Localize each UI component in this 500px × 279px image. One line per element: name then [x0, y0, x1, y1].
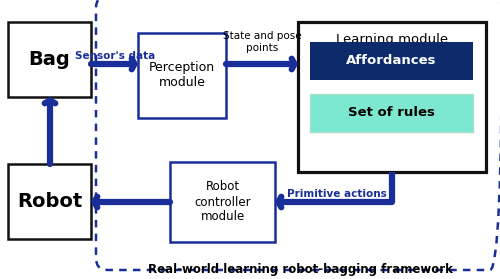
- Text: Sensor's data: Sensor's data: [75, 51, 155, 61]
- FancyBboxPatch shape: [138, 33, 226, 118]
- Text: Set of rules: Set of rules: [348, 107, 435, 119]
- FancyBboxPatch shape: [170, 162, 275, 242]
- FancyBboxPatch shape: [310, 94, 473, 132]
- Text: Affordances: Affordances: [346, 54, 437, 68]
- Text: Robot
controller
module: Robot controller module: [194, 181, 251, 223]
- Text: State and pose
points: State and pose points: [222, 31, 302, 53]
- Text: Perception
module: Perception module: [149, 61, 215, 90]
- FancyBboxPatch shape: [298, 22, 486, 172]
- FancyBboxPatch shape: [8, 164, 91, 239]
- FancyBboxPatch shape: [310, 42, 473, 80]
- Text: Real-world learning robot-bagging framework: Real-world learning robot-bagging framew…: [148, 263, 453, 276]
- Text: Learning module: Learning module: [336, 32, 448, 45]
- Text: Robot: Robot: [17, 192, 82, 211]
- Text: Primitive actions: Primitive actions: [287, 189, 387, 199]
- FancyBboxPatch shape: [8, 22, 91, 97]
- Text: Bag: Bag: [28, 50, 70, 69]
